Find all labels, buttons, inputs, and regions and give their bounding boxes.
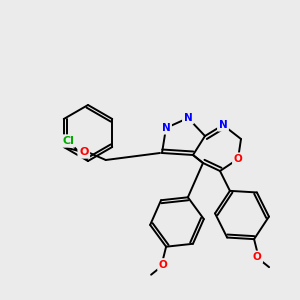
Text: O: O — [253, 252, 261, 262]
Text: Cl: Cl — [62, 136, 74, 146]
Text: N: N — [162, 123, 170, 133]
Text: N: N — [184, 113, 192, 123]
Text: O: O — [234, 154, 242, 164]
Text: O: O — [79, 147, 88, 157]
Text: O: O — [159, 260, 167, 270]
Text: N: N — [219, 120, 227, 130]
